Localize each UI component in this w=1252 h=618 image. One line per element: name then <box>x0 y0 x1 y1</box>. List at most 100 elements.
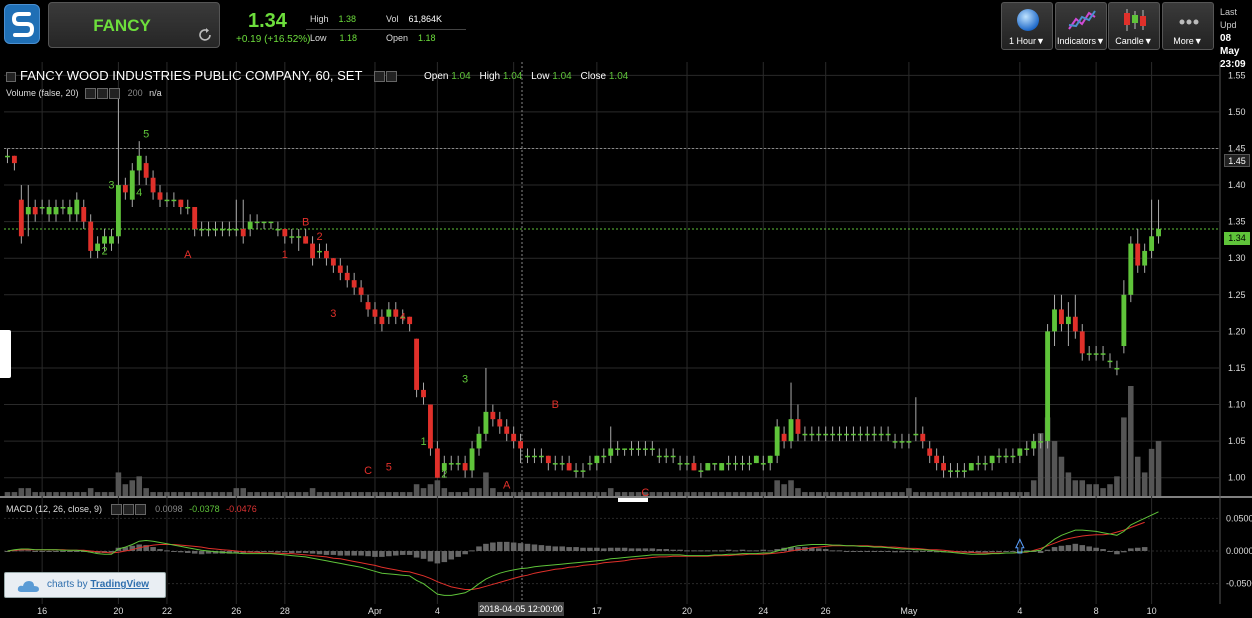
candle-body <box>913 433 919 436</box>
macd-histogram-bar <box>344 551 351 556</box>
macd-histogram-bar <box>87 551 94 553</box>
candle-body <box>996 455 1002 458</box>
wave-label: 2 <box>101 246 107 258</box>
x-tick-label: 20 <box>113 606 123 616</box>
x-tick-label: May <box>900 606 918 616</box>
candle-body <box>864 433 870 436</box>
x-tick-label: Apr <box>368 606 382 616</box>
volume-value: 200 <box>127 88 143 98</box>
candle-body <box>851 433 856 436</box>
volume-bar <box>490 488 496 496</box>
macd-line <box>7 511 1159 596</box>
tradingview-badge[interactable]: charts by TradingView <box>4 572 166 598</box>
volume-gear-icon[interactable] <box>97 88 109 100</box>
volume-bar <box>1134 456 1141 496</box>
volume-close-icon[interactable] <box>109 88 121 100</box>
volume-bar <box>788 480 794 496</box>
wave-label: 2 <box>441 469 447 481</box>
candle-body <box>143 163 149 178</box>
y-tick-label: 1.45 <box>1228 143 1246 153</box>
stats-divider <box>306 29 466 30</box>
volume-bar <box>233 488 240 496</box>
macd-histogram-bar <box>413 551 420 558</box>
more-button[interactable]: More▼ <box>1162 2 1214 50</box>
macd-settings-icon[interactable] <box>110 504 122 516</box>
macd-close-icon[interactable] <box>134 504 146 516</box>
macd-histogram-bar <box>822 549 829 551</box>
interval-button[interactable]: 1 Hour▼ <box>1001 2 1053 50</box>
macd-histogram-bar <box>1141 547 1148 551</box>
volume-bar <box>628 492 635 496</box>
gear-icon[interactable] <box>385 71 397 83</box>
volume-bar <box>115 472 122 496</box>
app-logo[interactable] <box>4 4 40 44</box>
candle-body <box>982 463 988 465</box>
volume-bar <box>1107 484 1113 496</box>
macd-histogram-bar <box>448 551 455 560</box>
side-panel-handle[interactable] <box>0 330 11 378</box>
candle-body <box>157 192 163 200</box>
collapse-icon[interactable] <box>6 71 16 82</box>
macd-tick-label: 0.0500 <box>1226 513 1252 523</box>
volume-bar <box>1003 492 1009 496</box>
macd-histogram-bar <box>171 551 177 552</box>
volume-bar <box>982 492 988 496</box>
macd-gear-icon[interactable] <box>122 504 134 516</box>
macd-histogram-bar <box>1100 549 1106 551</box>
macd-histogram-bar <box>184 551 191 553</box>
volume-bar <box>732 492 739 496</box>
macd-histogram-bar <box>490 542 496 551</box>
volume-settings-icon[interactable] <box>85 88 97 100</box>
volume-bar <box>351 492 357 496</box>
macd-histogram-bar <box>39 551 45 552</box>
wave-label: B <box>552 399 559 411</box>
refresh-icon[interactable] <box>197 27 213 43</box>
volume-bar <box>802 492 808 496</box>
candle-body <box>871 433 877 436</box>
candle-body <box>719 463 725 471</box>
candle-body <box>941 463 947 471</box>
macd-histogram-bar <box>205 551 212 554</box>
last-update-label: Last Upd <box>1220 7 1238 30</box>
volume-bar <box>809 492 815 496</box>
y-tick-label: 1.20 <box>1228 326 1246 336</box>
macd-histogram-bar <box>129 545 136 551</box>
macd-histogram-bar <box>607 547 614 551</box>
candle-body <box>844 433 849 436</box>
settings-icon[interactable] <box>373 71 385 83</box>
candle-body <box>927 448 933 456</box>
macd-histogram-bar <box>233 551 240 553</box>
macd-histogram-bar <box>483 543 489 551</box>
macd-histogram-bar <box>268 551 274 552</box>
pane-resize-handle[interactable] <box>618 498 648 502</box>
volume-bar <box>1065 472 1072 496</box>
badge-brand-link[interactable]: TradingView <box>90 579 150 590</box>
candle-body <box>740 463 745 465</box>
candle-body <box>185 207 191 209</box>
candle-body <box>538 455 544 458</box>
macd-histogram-bar <box>594 547 600 551</box>
volume-bar <box>1086 484 1092 496</box>
symbol-search-box[interactable]: FANCY <box>48 2 220 48</box>
indicators-button[interactable]: Indicators▼ <box>1055 2 1107 50</box>
volume-bar <box>247 492 253 496</box>
macd-histogram-bar <box>178 551 184 553</box>
macd-histogram-bar <box>469 550 475 552</box>
macd-histogram-bar <box>788 547 794 551</box>
candle-body <box>767 455 773 464</box>
candle-body <box>642 448 648 450</box>
volume-bar <box>4 492 11 496</box>
candle-body <box>164 199 170 202</box>
chart-type-button[interactable]: Candle▼ <box>1108 2 1160 50</box>
volume-bar <box>448 492 455 496</box>
candle-body <box>795 419 801 434</box>
candle-body <box>476 433 482 449</box>
candle-body <box>1038 441 1044 443</box>
volume-bar <box>1121 417 1127 496</box>
candle-body <box>594 455 600 464</box>
volume-bar <box>184 492 191 496</box>
macd-histogram-bar <box>282 551 288 553</box>
macd-histogram-bar <box>351 551 357 556</box>
macd-tick-label: -0.0500 <box>1226 579 1252 589</box>
